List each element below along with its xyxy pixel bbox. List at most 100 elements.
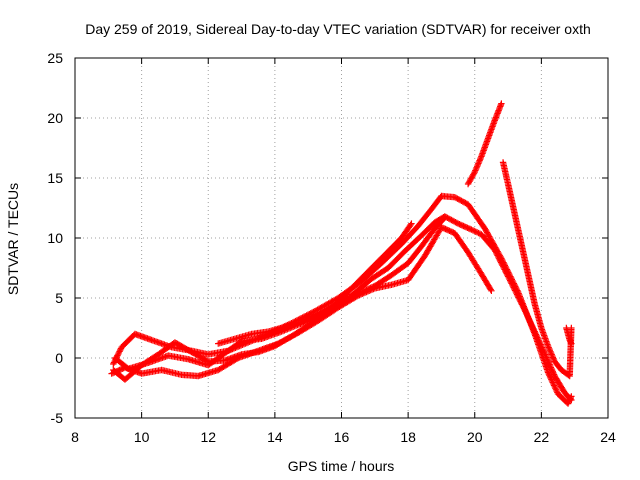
data-point (522, 308, 529, 315)
data-point (545, 359, 553, 367)
data-point (475, 160, 482, 167)
data-series-track-e (215, 220, 415, 347)
data-point (549, 354, 557, 361)
data-point (497, 257, 504, 265)
data-point (540, 347, 547, 354)
data-point (541, 351, 549, 358)
data-point (548, 377, 556, 385)
data-point (530, 325, 537, 332)
data-series-track-h (563, 324, 575, 347)
data-point (524, 312, 531, 319)
x-tick-label: 12 (200, 429, 216, 445)
data-point (473, 164, 480, 171)
data-point (533, 332, 540, 340)
data-point (441, 214, 448, 221)
data-point (548, 367, 556, 374)
data-point (506, 277, 514, 284)
data-point (544, 342, 552, 350)
x-tick-label: 24 (600, 429, 616, 445)
data-point (502, 269, 510, 276)
data-point (440, 215, 447, 222)
data-point (515, 294, 522, 301)
x-tick-label: 8 (71, 429, 79, 445)
data-marks (108, 100, 575, 407)
data-point (529, 324, 536, 331)
data-point (538, 344, 546, 351)
data-point (553, 387, 560, 395)
x-tick-label: 16 (334, 429, 350, 445)
data-point (504, 271, 511, 279)
data-point (508, 280, 515, 287)
data-point (475, 158, 483, 166)
x-axis-label: GPS time / hours (288, 458, 395, 474)
data-point (528, 322, 536, 330)
data-point (550, 382, 558, 389)
data-point (520, 304, 527, 311)
data-point (549, 379, 556, 386)
data-point (511, 287, 519, 294)
data-point (488, 287, 495, 294)
data-point (547, 349, 555, 357)
data-point (470, 170, 478, 177)
data-point (567, 395, 574, 403)
data-point (544, 369, 552, 376)
data-point (115, 349, 123, 356)
data-point (536, 339, 544, 347)
data-point (544, 357, 551, 364)
data-point (500, 264, 508, 272)
data-point (472, 228, 479, 235)
data-series-track-f (464, 100, 505, 188)
data-point (498, 100, 505, 107)
data-point (471, 168, 478, 176)
data-point (502, 267, 509, 275)
data-point (497, 259, 505, 266)
data-point (116, 348, 123, 355)
data-point (110, 360, 117, 368)
data-point (526, 316, 533, 324)
data-point (518, 299, 525, 307)
data-point (549, 368, 556, 375)
data-point (493, 250, 501, 258)
data-point (505, 274, 512, 281)
grid (75, 58, 608, 418)
data-point (503, 270, 510, 277)
data-point (117, 346, 124, 354)
data-point (550, 369, 557, 377)
data-point (516, 297, 524, 304)
data-point (547, 374, 554, 382)
data-point (548, 376, 555, 383)
data-point (546, 347, 554, 354)
data-point (546, 345, 553, 353)
data-point (407, 221, 414, 229)
data-point (552, 385, 559, 392)
y-axis-label: SDTVAR / TECUs (5, 183, 21, 295)
data-point (552, 386, 560, 393)
data-point (477, 156, 484, 163)
data-point (522, 309, 530, 317)
x-axis-ticks: 8 10 12 14 16 18 20 22 24 (71, 58, 616, 445)
data-point (526, 318, 534, 325)
data-point (518, 301, 526, 308)
data-point (110, 359, 118, 366)
data-point (495, 253, 502, 261)
data-point (547, 348, 554, 355)
data-point (549, 352, 556, 360)
data-point (534, 335, 542, 342)
data-point (496, 256, 503, 263)
data-point (476, 157, 483, 164)
data-point (472, 167, 479, 174)
y-tick-label: -5 (51, 410, 64, 426)
data-point (540, 348, 548, 355)
data-point (546, 373, 554, 380)
data-point (114, 351, 122, 358)
data-point (525, 315, 532, 322)
data-point (513, 291, 521, 298)
data-point (492, 248, 499, 255)
data-point (537, 341, 544, 348)
data-point (514, 292, 521, 300)
data-point (494, 252, 501, 259)
data-point (473, 163, 481, 170)
data-point (568, 396, 575, 404)
data-point (546, 361, 553, 368)
